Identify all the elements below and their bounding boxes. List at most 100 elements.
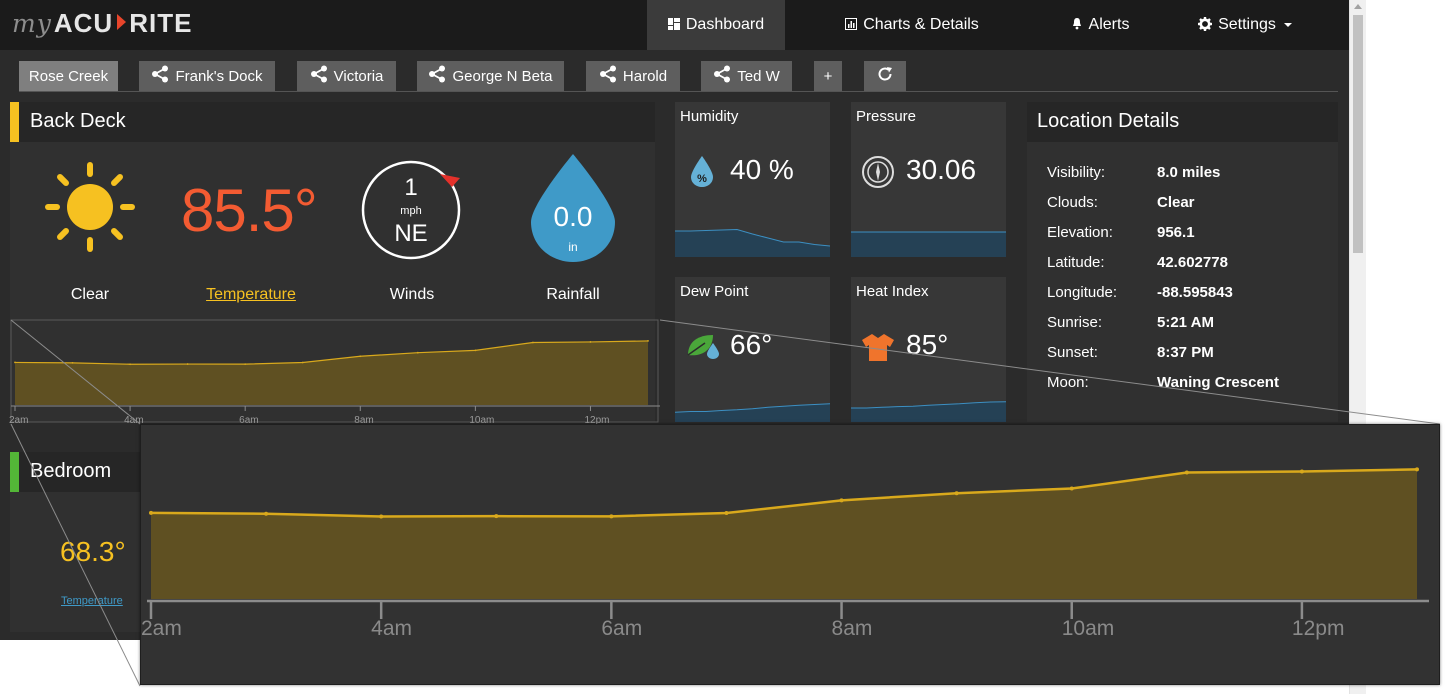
wind-unit: mph bbox=[400, 205, 422, 217]
temperature-point bbox=[589, 341, 592, 343]
location-row-latitude: Latitude: 42.602778 bbox=[1047, 254, 1228, 271]
share-icon bbox=[428, 65, 446, 87]
logo-prefix: my bbox=[12, 9, 52, 38]
humidity-drop-icon: % bbox=[691, 156, 713, 187]
location-row-sunset: Sunset: 8:37 PM bbox=[1047, 344, 1214, 361]
location-row-longitude: Longitude: -88.595843 bbox=[1047, 284, 1233, 301]
humidity-value: 40 % bbox=[730, 154, 794, 185]
condition-label: Clear bbox=[70, 286, 110, 303]
add-label: + bbox=[823, 67, 833, 85]
temperature-point bbox=[14, 361, 16, 364]
shirt-icon bbox=[862, 334, 894, 361]
zoomed-x-tick-label: 2am bbox=[141, 617, 182, 640]
tabs-divider bbox=[19, 91, 1338, 92]
bedroom-title: Bedroom bbox=[30, 460, 112, 482]
logo-chevron-icon bbox=[117, 14, 127, 30]
share-icon bbox=[713, 65, 731, 87]
tab-label: George N Beta bbox=[452, 67, 553, 85]
refresh-button[interactable] bbox=[864, 61, 906, 91]
wind-direction: NE bbox=[394, 220, 428, 247]
share-icon bbox=[151, 65, 169, 87]
temperature-area bbox=[151, 469, 1417, 599]
temperature-point bbox=[1069, 486, 1074, 491]
tab-label: Rose Creek bbox=[28, 67, 109, 85]
nav-settings-label: Settings bbox=[1218, 16, 1276, 33]
wind-gauge bbox=[361, 160, 461, 260]
tab-george-n-beta[interactable]: George N Beta bbox=[417, 61, 564, 91]
tab-franks-dock[interactable]: Frank's Dock bbox=[139, 61, 275, 91]
dew-point-card[interactable]: Dew Point 66° bbox=[675, 277, 830, 422]
back-deck-temperature: 85.5° bbox=[181, 177, 318, 244]
dew-point-value: 66° bbox=[730, 329, 773, 360]
temperature-point bbox=[954, 491, 959, 496]
location-row-sunrise: Sunrise: 5:21 AM bbox=[1047, 314, 1214, 331]
share-icon bbox=[599, 65, 617, 87]
sparkline-area bbox=[675, 403, 830, 422]
bedroom-temperature: 68.3° bbox=[60, 536, 126, 567]
location-row-visibility: Visibility: 8.0 miles bbox=[1047, 164, 1221, 181]
tab-label: Victoria bbox=[333, 67, 384, 85]
dew-point-sparkline bbox=[675, 403, 830, 422]
pressure-card[interactable]: Pressure 30.06 bbox=[851, 102, 1006, 257]
scroll-up-icon[interactable] bbox=[1354, 4, 1362, 9]
sparkline-line bbox=[675, 228, 830, 247]
winds-label: Winds bbox=[389, 286, 435, 303]
scrollbar-thumb[interactable] bbox=[1353, 15, 1363, 253]
zoomed-x-tick-label: 8am bbox=[831, 617, 873, 640]
zoomed-x-tick-label: 4am bbox=[371, 617, 413, 640]
temperature-point bbox=[149, 510, 153, 515]
zoomed-x-tick-label: 12pm bbox=[1291, 617, 1345, 640]
temperature-area bbox=[15, 340, 648, 405]
rainfall-label: Rainfall bbox=[546, 286, 600, 303]
nav-alerts[interactable]: Alerts bbox=[1040, 0, 1160, 50]
tab-harold[interactable]: Harold bbox=[586, 61, 680, 91]
temperature-point bbox=[1299, 469, 1304, 474]
temperature-link[interactable]: Temperature bbox=[206, 286, 296, 303]
temperature-point bbox=[379, 514, 384, 519]
x-tick-label: 12pm bbox=[584, 415, 610, 426]
temperature-point bbox=[416, 351, 419, 354]
bell-icon bbox=[1071, 17, 1083, 33]
back-deck-header: Back Deck bbox=[10, 102, 655, 142]
zoomed-x-tick-label: 6am bbox=[601, 617, 643, 640]
location-details-panel: Location Details Visibility: 8.0 miles Cl… bbox=[1027, 102, 1338, 422]
nav-dashboard[interactable]: Dashboard bbox=[647, 0, 785, 50]
temperature-point bbox=[839, 498, 844, 503]
temperature-point bbox=[532, 341, 534, 344]
temperature-point bbox=[264, 511, 269, 516]
temperature-point bbox=[359, 355, 362, 358]
add-location-button[interactable]: + bbox=[814, 61, 842, 91]
temperature-point bbox=[71, 361, 74, 364]
nav-alerts-label: Alerts bbox=[1088, 16, 1130, 33]
rainfall-unit: in bbox=[568, 240, 578, 254]
dew-point-label: Dew Point bbox=[680, 283, 749, 300]
dashboard-icon bbox=[667, 17, 680, 33]
refresh-icon bbox=[876, 65, 894, 87]
tab-ted-w[interactable]: Ted W bbox=[701, 61, 792, 91]
nav-settings[interactable]: Settings bbox=[1185, 0, 1305, 50]
acurite-logo[interactable]: my ACU RITE bbox=[12, 8, 192, 42]
heat-index-value: 85° bbox=[906, 329, 949, 360]
tab-rose-creek[interactable]: Rose Creek bbox=[19, 61, 118, 91]
temperature-point bbox=[1184, 470, 1189, 475]
nav-dashboard-label: Dashboard bbox=[685, 16, 765, 33]
logo-brand: ACU RITE bbox=[53, 8, 193, 38]
temperature-series-line bbox=[150, 468, 1418, 518]
heat-index-card[interactable]: Heat Index 85° bbox=[851, 277, 1006, 422]
humidity-card[interactable]: Humidity % 40 % bbox=[675, 102, 830, 257]
humidity-sparkline bbox=[675, 228, 830, 257]
tab-victoria[interactable]: Victoria bbox=[297, 61, 396, 91]
tab-label: Frank's Dock bbox=[175, 67, 263, 85]
sparkline-area bbox=[675, 229, 830, 257]
pressure-value: 30.06 bbox=[906, 154, 977, 185]
wind-speed: 1 bbox=[404, 174, 418, 201]
nav-charts-label: Charts & Details bbox=[863, 16, 979, 33]
tab-label: Harold bbox=[622, 67, 668, 85]
bedroom-temperature-link[interactable]: Temperature bbox=[61, 595, 123, 607]
x-tick-label: 2am bbox=[9, 415, 29, 426]
rainfall-value: 0.0 bbox=[553, 201, 593, 232]
nav-charts-details[interactable]: Charts & Details bbox=[828, 0, 996, 50]
temperature-point bbox=[494, 514, 499, 519]
temperature-point bbox=[1415, 467, 1419, 472]
temperature-point bbox=[129, 363, 131, 366]
